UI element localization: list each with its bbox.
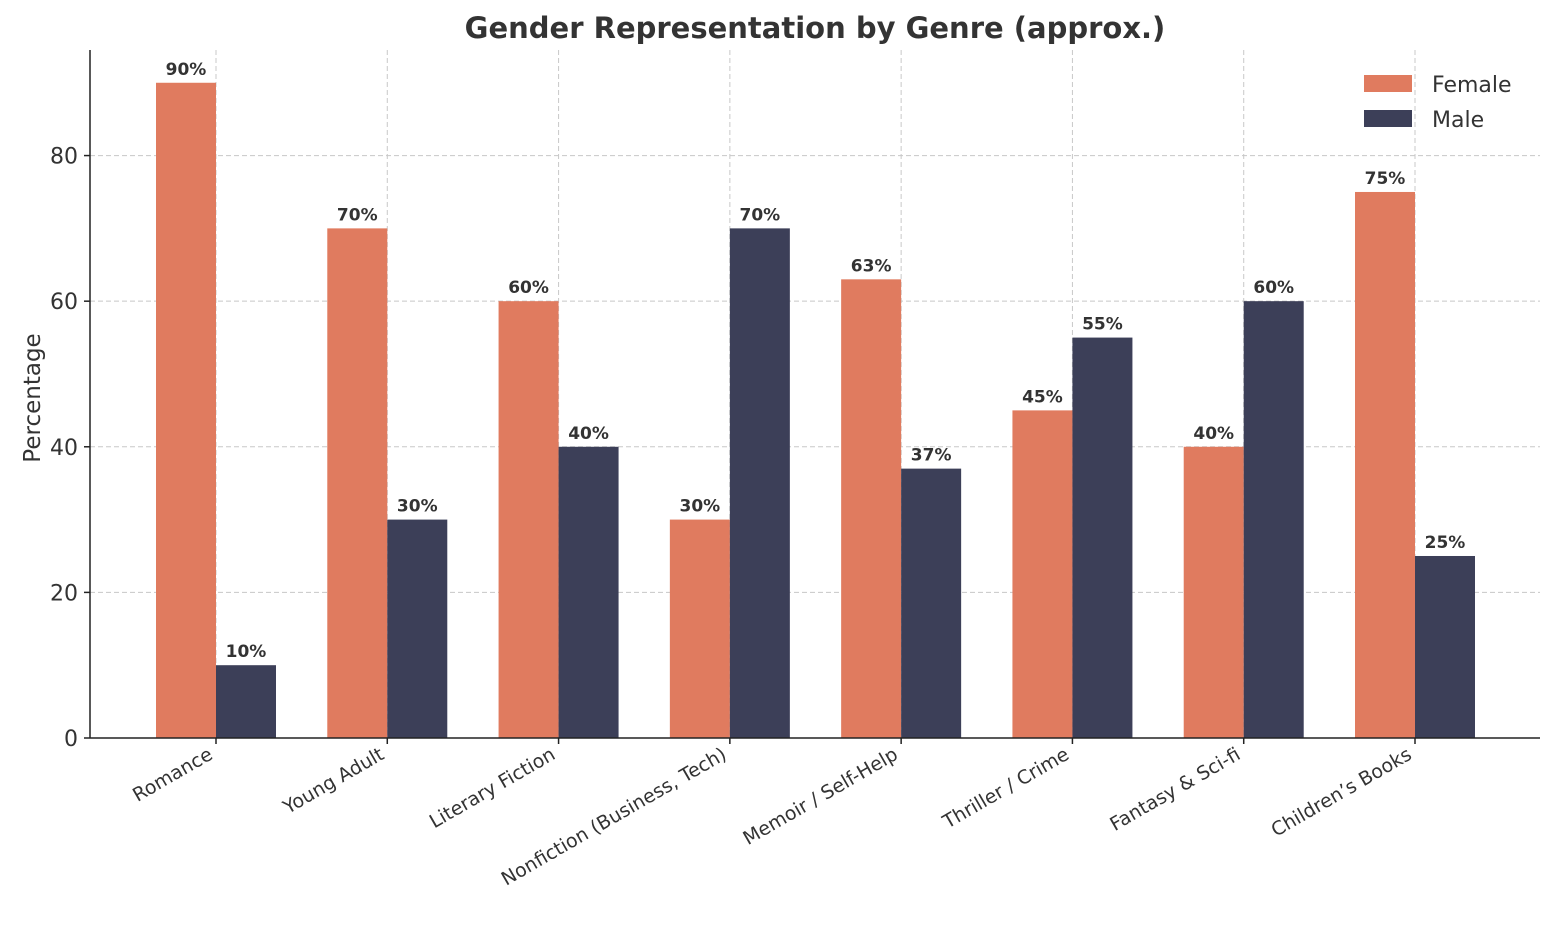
data-label: 70% [337,205,378,225]
data-label: 45% [1022,387,1063,407]
data-label: 40% [1193,424,1234,444]
y-tick-label: 20 [50,581,78,606]
bar-male [1072,337,1133,738]
data-label: 60% [508,278,549,298]
legend-swatch-female [1364,75,1412,92]
bar-male [729,228,790,739]
bar-male [558,446,619,738]
x-tick-label: Fantasy & Sci-fi [1106,743,1244,835]
y-tick-label: 80 [50,145,78,170]
bar-male [216,665,276,738]
legend-label-male: Male [1432,108,1484,133]
bar-female [1012,410,1073,738]
bar-female [327,228,388,739]
y-tick-label: 0 [64,727,78,752]
data-label: 40% [568,424,609,444]
legend-label-female: Female [1432,73,1512,98]
data-label: 90% [166,60,207,80]
bar-male [1243,301,1304,738]
legend: Female Male [1364,73,1512,133]
bar-female [841,279,902,738]
data-label: 30% [397,497,438,517]
bar-female [498,301,559,738]
bar-male [901,468,962,738]
y-tick-label: 60 [50,290,78,315]
x-tick-label: Literary Fiction [426,743,559,833]
data-label: 70% [740,205,781,225]
bars [156,82,1475,739]
data-label: 55% [1082,315,1123,335]
bar-female [156,82,216,738]
chart-title: Gender Representation by Genre (approx.) [465,11,1166,45]
legend-swatch-male [1364,110,1412,127]
y-tick-label: 40 [50,436,78,461]
bar-female [669,519,730,738]
y-axis-label: Percentage [20,333,46,462]
x-tick-label: Romance [129,743,216,806]
data-label: 75% [1365,169,1406,189]
bar-female [1355,191,1415,738]
data-label: 30% [680,497,721,517]
x-tick-label: Memoir / Self-Help [739,743,901,849]
data-label: 37% [911,446,952,466]
data-label: 63% [851,256,892,276]
bar-male [1415,555,1475,738]
bar-male [387,519,448,738]
bar-female [1183,446,1244,738]
x-tick-label: Young Adult [279,743,388,819]
data-label: 10% [226,642,267,662]
x-tick-label: Children’s Books [1267,743,1415,841]
data-label: 60% [1253,278,1294,298]
axes: 0 20 40 60 80 Romance Young Adult Literary Fict… [50,50,1540,890]
x-tick-label: Thriller / Crime [938,743,1073,833]
data-label: 25% [1425,533,1466,553]
data-labels: 90% 70% 60% 30% 63% 45% 40% 75% 10% 30% 40% 70% 37% 5… [166,60,1466,662]
gridlines [90,50,1540,738]
